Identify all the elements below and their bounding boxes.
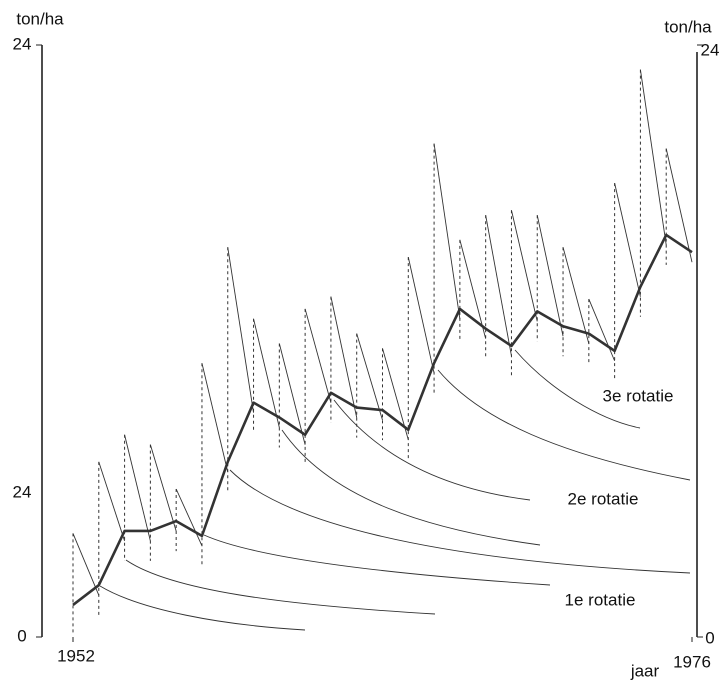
decay-curve (203, 534, 551, 586)
decay-curve (333, 399, 531, 501)
decay (356, 333, 383, 421)
decay (227, 247, 254, 413)
x-axis-title: jaar (630, 661, 660, 680)
decay-curve (437, 369, 691, 481)
decay (72, 533, 100, 596)
decay (201, 363, 229, 472)
decay (124, 434, 151, 542)
decay (253, 318, 280, 428)
decay (511, 210, 538, 322)
y-tick-label: 24 (13, 34, 32, 53)
rotation-curves (99, 349, 691, 631)
decay (278, 343, 306, 445)
x-tick-label: 1976 (673, 652, 711, 671)
y2-axis-title: ton/ha (664, 17, 712, 36)
y-axis-title: ton/ha (16, 9, 64, 28)
decay (407, 257, 435, 374)
decay (149, 444, 177, 532)
decay (330, 296, 358, 418)
y2-tick-label: 0 (705, 628, 714, 647)
decay (382, 348, 409, 440)
decay (588, 298, 616, 362)
decay (304, 308, 332, 403)
decay (459, 239, 487, 339)
annotation: 24 (13, 482, 32, 501)
decay (433, 143, 461, 319)
y-tick-label: 0 (17, 626, 26, 645)
decay (98, 461, 126, 542)
decay (562, 247, 590, 344)
decay (485, 215, 512, 357)
decay-curve (125, 559, 436, 615)
x-tick-label: 1952 (57, 646, 95, 665)
decay-curve (229, 469, 691, 574)
annotation: 2e rotatie (568, 489, 639, 508)
decay-curve (281, 429, 541, 546)
y2-tick-label: 24 (701, 40, 720, 59)
decay-curve (514, 349, 641, 429)
decay (639, 69, 667, 245)
decay-curve (99, 585, 306, 631)
decay (175, 488, 203, 547)
decay (614, 183, 641, 297)
decay (536, 215, 564, 337)
annotation: 3e rotatie (603, 386, 674, 405)
annotation: 1e rotatie (565, 590, 636, 609)
decay (665, 148, 693, 263)
